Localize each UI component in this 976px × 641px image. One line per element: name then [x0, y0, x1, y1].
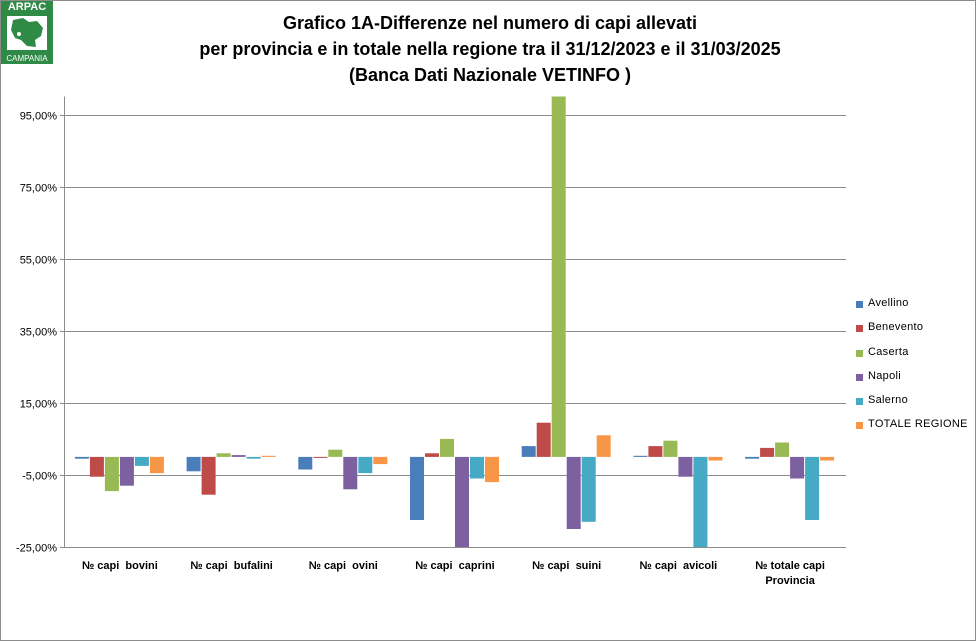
legend-label: Napoli	[868, 369, 901, 382]
bar	[373, 456, 388, 465]
logo-top-text: ARPAC	[7, 1, 47, 13]
bar	[89, 456, 104, 477]
x-category-label: № capi bovini	[82, 560, 158, 572]
bar	[343, 456, 358, 490]
bar	[186, 456, 201, 472]
x-category-label: № capi bufalini	[190, 560, 273, 572]
x-category-label: № capi suini	[532, 560, 601, 572]
bar	[74, 456, 89, 459]
y-tick-label: 75,00%	[20, 183, 58, 195]
axes: 95,00% 75,00% 55,00% 35,00% 15,00% -5,00% -25,…	[16, 96, 825, 587]
x-category-label: № capi caprini	[415, 560, 495, 572]
legend-item: Caserta	[856, 345, 974, 369]
bar	[663, 440, 678, 457]
y-tick-label: 95,00%	[20, 111, 58, 123]
legend-item: TOTALE REGIONE	[856, 417, 974, 441]
x-category-label: № capi avicoli	[640, 560, 718, 572]
bar	[485, 456, 499, 483]
legend-label: Salerno	[868, 394, 909, 407]
x-category-label: Provincia	[765, 575, 815, 587]
bar	[328, 449, 343, 457]
bar	[440, 438, 454, 457]
bar	[633, 455, 648, 457]
bar	[760, 447, 775, 457]
legend-label: TOTALE REGIONE	[868, 418, 968, 431]
bar	[596, 435, 611, 457]
legend-swatch	[856, 301, 863, 308]
legend: Avellino Benevento Caserta Napoli Salerno TOT…	[856, 296, 974, 442]
arpac-logo: ARPAC CAMPANIA	[1, 1, 53, 64]
bar	[261, 455, 276, 457]
bar	[581, 456, 596, 522]
bar	[521, 446, 536, 457]
bar	[805, 456, 820, 520]
bar	[298, 456, 313, 470]
bar	[775, 442, 790, 457]
legend-swatch	[856, 325, 863, 333]
bar	[536, 422, 551, 457]
y-tick-label: -5,00%	[22, 471, 57, 483]
bars	[74, 96, 835, 547]
bar	[149, 456, 164, 474]
bar	[745, 456, 760, 459]
campania-map-icon	[7, 16, 47, 50]
bar	[425, 453, 439, 457]
legend-swatch	[856, 398, 863, 406]
bar	[313, 456, 328, 458]
bar	[358, 456, 373, 474]
legend-item: Napoli	[856, 369, 974, 393]
y-tick-label: 35,00%	[20, 327, 58, 339]
bar	[820, 456, 835, 461]
legend-item: Avellino	[856, 296, 974, 320]
bar	[134, 456, 149, 466]
bar	[551, 96, 566, 457]
legend-label: Caserta	[868, 345, 909, 358]
bar	[790, 456, 805, 479]
y-tick-label: 15,00%	[20, 399, 58, 411]
bar	[246, 456, 261, 459]
legend-swatch	[856, 349, 863, 357]
bar	[648, 446, 663, 457]
bar	[455, 456, 469, 547]
x-category-label: № totale capi	[755, 560, 825, 572]
chart-title-line-3: (Banca Dati Nazionale VETINFO )	[348, 65, 632, 85]
bar	[708, 456, 723, 461]
legend-swatch	[856, 422, 863, 430]
x-category-label: № capi ovini	[309, 560, 378, 572]
bar	[678, 456, 693, 477]
bar	[693, 456, 708, 547]
legend-swatch	[856, 373, 863, 381]
bar	[104, 456, 119, 492]
chart-title-line-2: per provincia e in totale nella regione …	[199, 39, 781, 59]
logo-bottom-text: CAMPANIA	[6, 54, 48, 63]
y-tick-label: 55,00%	[20, 255, 58, 267]
bar	[566, 456, 581, 529]
bar	[119, 456, 134, 486]
bar	[201, 456, 216, 495]
bar	[470, 456, 484, 479]
bar	[216, 453, 231, 457]
gridlines	[64, 115, 846, 548]
legend-label: Avellino	[868, 297, 909, 309]
chart-title-line-1: Grafico 1A-Differenze nel numero di capi…	[282, 13, 698, 33]
legend-item: Salerno	[856, 393, 974, 417]
chart-title: Grafico 1A-Differenze nel numero di capi…	[140, 10, 840, 88]
y-tick-label: -25,00%	[16, 543, 57, 555]
bar	[410, 456, 424, 520]
legend-label: Benevento	[868, 321, 924, 334]
bar	[231, 455, 246, 457]
legend-item: Benevento	[856, 320, 974, 344]
